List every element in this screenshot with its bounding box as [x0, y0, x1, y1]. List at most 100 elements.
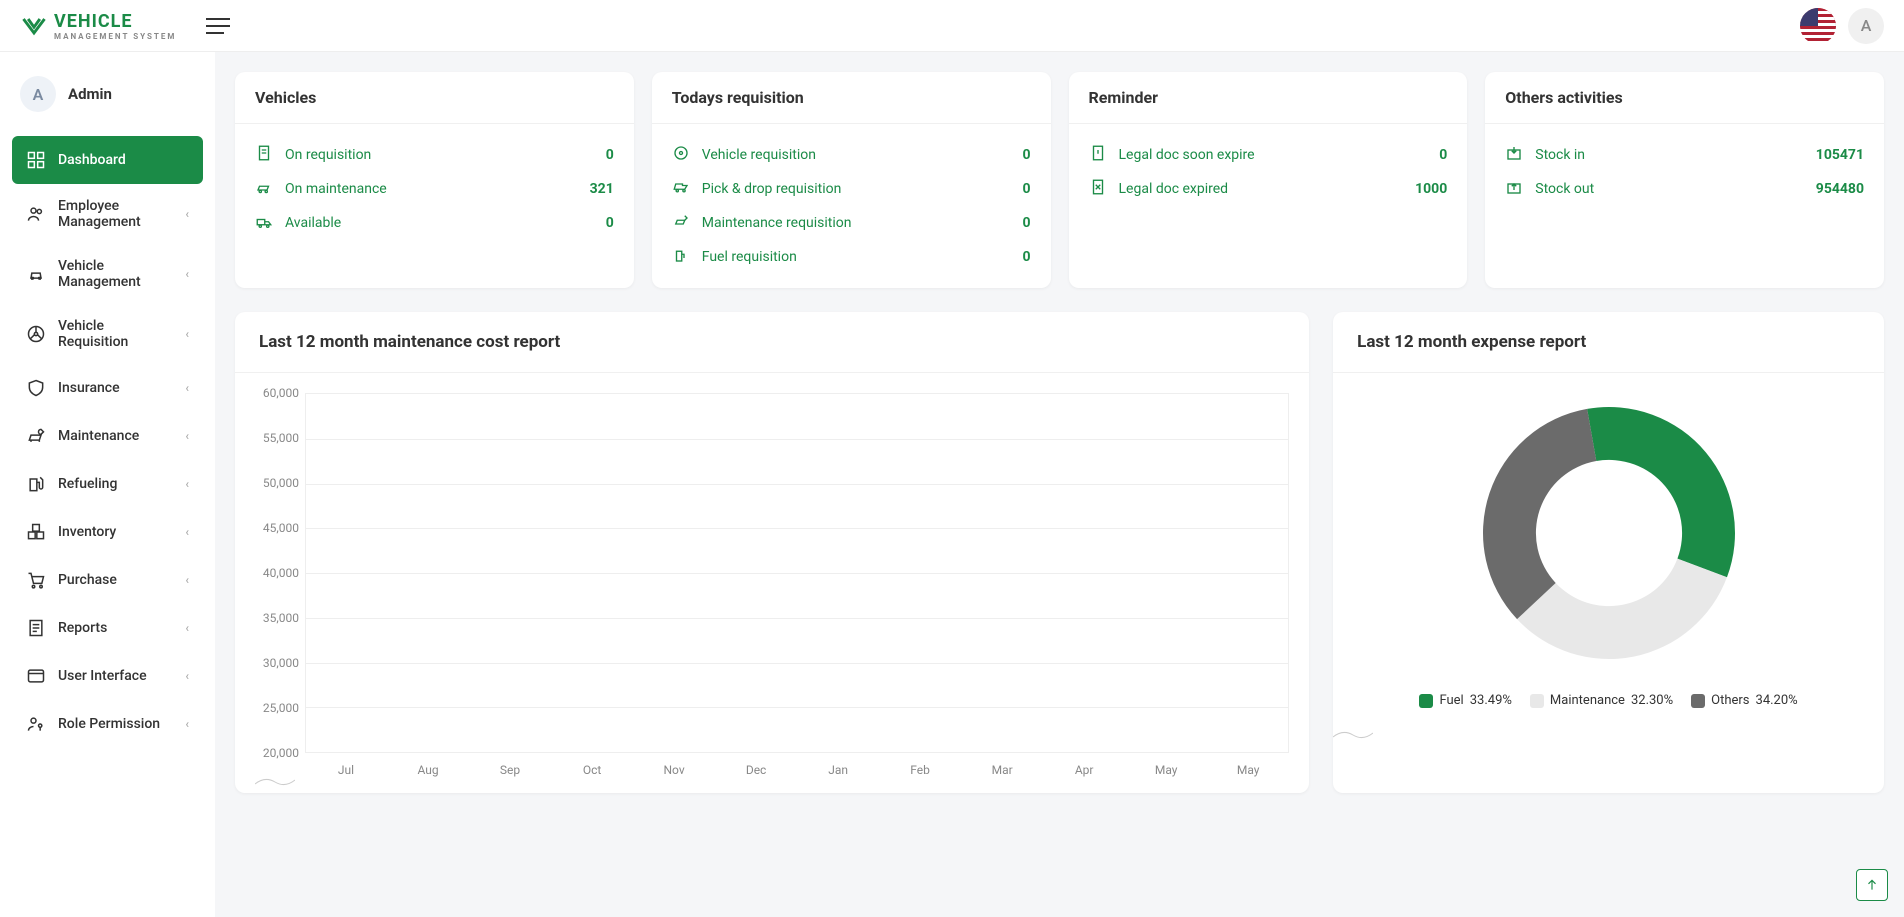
sidebar: A Admin Dashboard Employee Management ‹ … [0, 52, 215, 917]
grid-icon [26, 150, 46, 170]
sidebar-item-label: Dashboard [58, 152, 126, 168]
chevron-left-icon: ‹ [185, 207, 189, 221]
sidebar-item-label: Employee Management [58, 198, 173, 230]
x-axis-label: May [1125, 763, 1207, 777]
stat-row: On maintenance 321 [255, 172, 614, 206]
stat-value: 0 [1022, 215, 1030, 231]
sidebar-item-label: Reports [58, 620, 107, 636]
legend-percent: 34.20% [1756, 693, 1798, 708]
sidebar-item-refueling[interactable]: Refueling ‹ [12, 460, 203, 508]
stat-value: 1000 [1415, 181, 1447, 197]
x-axis-label: Jan [797, 763, 879, 777]
stat-value: 0 [1022, 147, 1030, 163]
user-avatar-button[interactable]: A [1848, 8, 1884, 44]
sidebar-item-vehicle-requisition[interactable]: Vehicle Requisition ‹ [12, 304, 203, 364]
stat-value: 0 [606, 215, 614, 231]
stat-row: On requisition 0 [255, 138, 614, 172]
doc-x-icon [1089, 178, 1109, 200]
menu-toggle-button[interactable] [206, 13, 230, 39]
x-axis-label: May [1207, 763, 1289, 777]
key-user-icon [26, 714, 46, 734]
expense-donut-chart [1469, 393, 1749, 673]
legend-swatch [1419, 694, 1433, 708]
stat-card-vehicles: Vehicles On requisition 0 On maintenance… [235, 72, 634, 288]
donut-slice[interactable] [1587, 407, 1735, 577]
x-axis-label: Aug [387, 763, 469, 777]
stock-out-icon [1505, 178, 1525, 200]
y-axis-tick: 35,000 [263, 611, 299, 625]
stat-label: Available [285, 215, 596, 231]
sidebar-item-user-interface[interactable]: User Interface ‹ [12, 652, 203, 700]
steering-icon [672, 144, 692, 166]
stat-label: Fuel requisition [702, 249, 1013, 265]
fuel-icon [672, 246, 692, 268]
chevron-left-icon: ‹ [185, 669, 189, 683]
truck-icon [255, 212, 275, 234]
stat-value: 0 [1439, 147, 1447, 163]
y-axis-tick: 45,000 [263, 521, 299, 535]
card-title: Others activities [1485, 72, 1884, 124]
stat-label: On maintenance [285, 181, 580, 197]
sidebar-user-box: A Admin [12, 66, 203, 136]
donut-slice[interactable] [1517, 559, 1727, 659]
chevron-left-icon: ‹ [185, 267, 189, 281]
card-title: Reminder [1069, 72, 1468, 124]
y-axis-tick: 25,000 [263, 701, 299, 715]
boxes-icon [26, 522, 46, 542]
x-axis-label: Sep [469, 763, 551, 777]
legend-swatch [1530, 694, 1544, 708]
stat-card-todays-requisition: Todays requisition Vehicle requisition 0… [652, 72, 1051, 288]
x-axis-label: Nov [633, 763, 715, 777]
stat-label: Maintenance requisition [702, 215, 1013, 231]
legend-swatch [1691, 694, 1705, 708]
sidebar-item-reports[interactable]: Reports ‹ [12, 604, 203, 652]
legend-label: Fuel [1439, 693, 1463, 708]
sidebar-item-label: Vehicle Management [58, 258, 173, 290]
stat-row: Stock in 105471 [1505, 138, 1864, 172]
stat-value: 105471 [1816, 147, 1864, 163]
doc-icon [255, 144, 275, 166]
expense-chart-title: Last 12 month expense report [1333, 312, 1884, 373]
donut-slice[interactable] [1483, 409, 1596, 619]
sidebar-item-vehicle-management[interactable]: Vehicle Management ‹ [12, 244, 203, 304]
stat-value: 0 [1022, 249, 1030, 265]
stock-in-icon [1505, 144, 1525, 166]
logo-mark-icon [20, 12, 48, 40]
sidebar-item-insurance[interactable]: Insurance ‹ [12, 364, 203, 412]
top-header: VEHICLE MANAGEMENT SYSTEM A [0, 0, 1904, 52]
x-axis-label: Dec [715, 763, 797, 777]
pickup-icon [672, 178, 692, 200]
sidebar-item-maintenance[interactable]: Maintenance ‹ [12, 412, 203, 460]
sidebar-item-dashboard[interactable]: Dashboard [12, 136, 203, 184]
maintenance-chart-card: Last 12 month maintenance cost report 20… [235, 312, 1309, 793]
sidebar-item-inventory[interactable]: Inventory ‹ [12, 508, 203, 556]
users-icon [26, 204, 46, 224]
sidebar-user-avatar: A [20, 76, 56, 112]
main-content: Vehicles On requisition 0 On maintenance… [215, 52, 1904, 917]
x-axis-label: Feb [879, 763, 961, 777]
sidebar-item-purchase[interactable]: Purchase ‹ [12, 556, 203, 604]
legend-item: Fuel 33.49% [1419, 693, 1511, 708]
y-axis-tick: 30,000 [263, 656, 299, 670]
stat-cards-row: Vehicles On requisition 0 On maintenance… [235, 72, 1884, 288]
sidebar-user-name: Admin [68, 85, 112, 103]
chevron-left-icon: ‹ [185, 381, 189, 395]
sidebar-item-label: Purchase [58, 572, 117, 588]
chevron-left-icon: ‹ [185, 477, 189, 491]
scroll-to-top-button[interactable] [1856, 869, 1888, 901]
chevron-left-icon: ‹ [185, 429, 189, 443]
legend-label: Maintenance [1550, 693, 1625, 708]
stat-value: 0 [1022, 181, 1030, 197]
sidebar-item-employee-management[interactable]: Employee Management ‹ [12, 184, 203, 244]
car-icon [26, 264, 46, 284]
stat-label: Vehicle requisition [702, 147, 1013, 163]
steering-icon [26, 324, 46, 344]
y-axis-tick: 50,000 [263, 476, 299, 490]
brand-subtitle: MANAGEMENT SYSTEM [54, 32, 176, 41]
stat-value: 0 [606, 147, 614, 163]
sidebar-item-role-permission[interactable]: Role Permission ‹ [12, 700, 203, 748]
chevron-left-icon: ‹ [185, 327, 189, 341]
language-flag-button[interactable] [1800, 8, 1836, 44]
stat-row: Available 0 [255, 206, 614, 240]
y-axis-tick: 20,000 [263, 746, 299, 760]
